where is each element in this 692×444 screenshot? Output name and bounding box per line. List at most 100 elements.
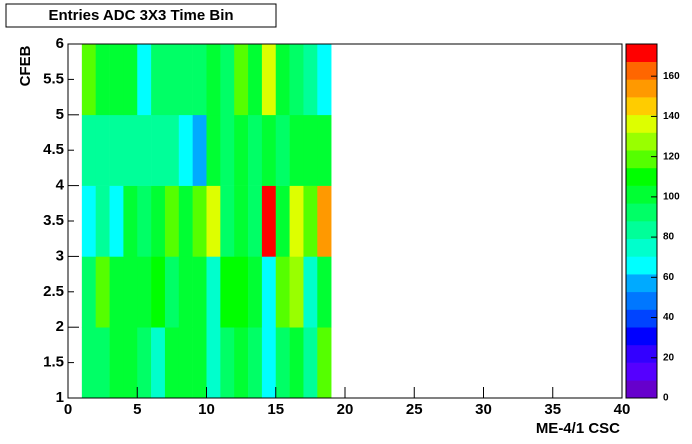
palette-band [626, 97, 657, 116]
heat-cell [289, 114, 304, 186]
heat-cell [289, 185, 304, 257]
x-tick-label: 25 [406, 401, 423, 418]
heat-cell [164, 44, 180, 116]
heat-cell [151, 44, 166, 116]
heat-cell [234, 185, 249, 257]
heat-cell [275, 327, 290, 399]
heat-cell [137, 44, 152, 116]
heat-cell [317, 44, 332, 116]
palette-band [626, 256, 657, 275]
heat-cell [220, 44, 235, 116]
z-tick-label: 80 [663, 232, 675, 243]
heat-cell [248, 185, 263, 257]
x-tick-label: 0 [64, 401, 72, 418]
heat-cell [178, 114, 193, 186]
heat-cell [248, 44, 263, 116]
heat-cell [192, 114, 207, 186]
heat-cell [303, 256, 318, 328]
heat-cell [261, 114, 277, 186]
y-tick-label: 3.5 [43, 212, 64, 229]
heat-cell [206, 327, 221, 399]
heat-cell [234, 44, 249, 116]
heat-cell [261, 256, 277, 328]
z-tick-label: 60 [663, 272, 675, 283]
heat-cell [178, 44, 193, 116]
palette-band [626, 291, 657, 310]
palette-band [626, 309, 657, 328]
heat-cell [220, 114, 235, 186]
y-tick-label: 5.5 [43, 70, 64, 87]
heat-cell [151, 327, 166, 399]
y-tick-label: 2 [56, 318, 64, 335]
heat-cell [81, 327, 96, 399]
palette-band [626, 203, 657, 222]
heat-cell [164, 256, 180, 328]
heat-cell [303, 185, 318, 257]
heat-cell [164, 185, 180, 257]
palette-band [626, 362, 657, 381]
heat-cell [289, 256, 304, 328]
x-tick-label: 20 [337, 401, 354, 418]
z-tick-label: 160 [663, 71, 680, 82]
heat-cell [317, 185, 332, 257]
heat-cell [178, 256, 193, 328]
x-tick-label: 10 [198, 401, 215, 418]
y-axis-label: CFEB [17, 45, 34, 86]
heat-cell [164, 327, 180, 399]
heat-cell [275, 185, 290, 257]
heat-cell [234, 114, 249, 186]
heat-cell [95, 185, 110, 257]
heat-cell [192, 327, 207, 399]
x-axis-label: ME-4/1 CSC [536, 420, 620, 437]
heat-cell [206, 44, 221, 116]
chart-title: Entries ADC 3X3 Time Bin [48, 7, 233, 24]
heat-cell [109, 327, 124, 399]
heat-cell [123, 44, 138, 116]
x-tick-label: 15 [267, 401, 284, 418]
heat-cell [95, 44, 110, 116]
y-tick-label: 5 [56, 106, 64, 123]
x-tick-label: 5 [133, 401, 141, 418]
heat-cell [178, 327, 193, 399]
heat-cell [81, 44, 96, 116]
heat-cell [261, 185, 277, 257]
heat-cell [192, 256, 207, 328]
heat-cell [109, 256, 124, 328]
heat-cell [317, 256, 332, 328]
x-tick-label: 35 [544, 401, 561, 418]
heat-cell [123, 114, 138, 186]
heat-cell [234, 327, 249, 399]
heat-cell [248, 256, 263, 328]
palette-band [626, 61, 657, 80]
palette-band [626, 132, 657, 151]
palette-band [626, 380, 657, 399]
heat-cell [81, 256, 96, 328]
heat-cell [248, 327, 263, 399]
y-tick-label: 1 [56, 389, 64, 406]
z-tick-label: 120 [663, 151, 680, 162]
heat-cell [275, 256, 290, 328]
heat-cell [206, 185, 221, 257]
heat-cell [289, 44, 304, 116]
heat-cell [137, 185, 152, 257]
heat-cell [206, 114, 221, 186]
heat-cell [275, 44, 290, 116]
heat-cell [261, 44, 277, 116]
heat-cell [275, 114, 290, 186]
heat-cell [248, 114, 263, 186]
palette-band [626, 44, 657, 62]
heat-cell [317, 327, 332, 399]
palette-band [626, 185, 657, 204]
y-tick-label: 4 [56, 177, 65, 194]
heat-cell [164, 114, 180, 186]
heat-cell [178, 185, 193, 257]
palette-band [626, 150, 657, 169]
heat-cell [220, 327, 235, 399]
heat-cell [234, 256, 249, 328]
x-tick-label: 30 [475, 401, 492, 418]
title-box [5, 3, 277, 28]
heat-cell [220, 256, 235, 328]
z-tick-label: 0 [663, 393, 669, 404]
